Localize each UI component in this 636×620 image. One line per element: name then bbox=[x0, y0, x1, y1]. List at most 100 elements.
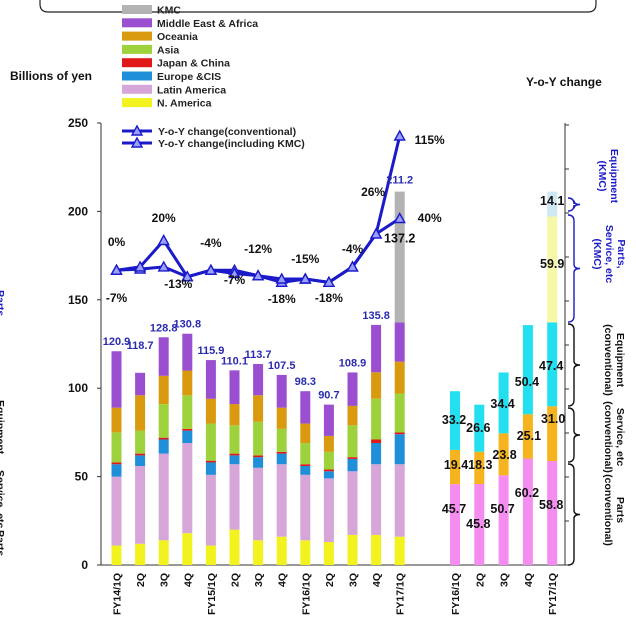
bar-segment bbox=[205, 460, 216, 463]
x-tick-label: 3Q bbox=[159, 573, 171, 587]
legend-swatch bbox=[122, 44, 152, 54]
bar-segment bbox=[522, 414, 533, 459]
legend-label: Oceania bbox=[157, 31, 198, 43]
y-axis-title: Billions of yen bbox=[10, 69, 92, 83]
bar-segment bbox=[547, 191, 558, 217]
line-marker bbox=[110, 263, 123, 275]
bar-segment bbox=[323, 435, 334, 452]
segment-label: 45.8 bbox=[466, 517, 490, 531]
total-label: 211.2 bbox=[386, 175, 413, 187]
total-label: 107.5 bbox=[268, 360, 296, 372]
total-label: 130.8 bbox=[174, 319, 202, 331]
segment-label: 26.6 bbox=[466, 421, 490, 435]
bar-segment bbox=[371, 464, 382, 535]
bar-segment bbox=[205, 545, 216, 565]
bar-segment bbox=[229, 464, 240, 530]
x-tick-label: FY15/1Q bbox=[206, 573, 218, 615]
bar-segment bbox=[300, 391, 311, 424]
line-marker bbox=[393, 129, 406, 141]
bar-segment bbox=[300, 443, 311, 465]
bar-segment bbox=[323, 469, 334, 472]
side-label: Service, etc(conventional) bbox=[602, 401, 626, 473]
bar-segment bbox=[347, 457, 358, 459]
y-tick-label: 200 bbox=[68, 204, 88, 218]
total-label: 113.7 bbox=[245, 349, 272, 361]
bar-segment bbox=[253, 467, 264, 541]
bar-segment bbox=[182, 333, 193, 371]
legend-swatch bbox=[122, 84, 152, 94]
bar-segment bbox=[347, 405, 358, 426]
bar-segment bbox=[182, 443, 193, 534]
x-tick-label: 2Q bbox=[324, 573, 336, 587]
side-label-line: (conventional) bbox=[602, 401, 614, 473]
side-label: Equipment(conventional) bbox=[602, 324, 626, 396]
bar-segment bbox=[450, 484, 460, 565]
bar-segment bbox=[205, 474, 216, 546]
side-label-line: (KMC) bbox=[596, 161, 608, 192]
brace bbox=[567, 323, 581, 407]
x-tick-label: 4Q bbox=[277, 573, 289, 587]
legend-label: Europe &CIS bbox=[157, 71, 221, 83]
side-label-line: Equipment bbox=[608, 149, 620, 204]
segment-label: 58.8 bbox=[539, 498, 563, 512]
line-marker bbox=[322, 275, 336, 287]
y-tick-label: 50 bbox=[75, 470, 89, 484]
side-label-line: Equipment bbox=[614, 333, 626, 388]
line-marker bbox=[133, 260, 147, 272]
bar-segment bbox=[300, 464, 311, 466]
x-tick-label: 3Q bbox=[348, 573, 360, 587]
segment-label: 19.4 bbox=[444, 458, 468, 472]
bar-segment bbox=[347, 372, 358, 406]
line-marker bbox=[157, 234, 170, 246]
bar-segment bbox=[547, 322, 558, 407]
bar-segment bbox=[111, 464, 122, 477]
bar-segment bbox=[300, 423, 311, 444]
total-label: 108.9 bbox=[339, 357, 367, 369]
x-tick-label: FY14/1Q bbox=[112, 573, 124, 615]
x-tick-label: 2Q bbox=[135, 573, 147, 587]
bar-segment bbox=[135, 395, 146, 431]
bar-segment bbox=[253, 421, 264, 456]
line-marker bbox=[251, 269, 265, 281]
bar-segment bbox=[111, 545, 122, 565]
brace bbox=[567, 214, 581, 323]
bar-segment bbox=[323, 542, 334, 565]
bar-segment bbox=[158, 375, 169, 405]
total-label: 120.9 bbox=[103, 336, 131, 348]
yoy-lines: Y-o-Y change(conventional)Y-o-Y change(i… bbox=[110, 124, 406, 287]
bar-segment bbox=[182, 428, 193, 431]
yoy-label: 40% bbox=[418, 211, 442, 225]
left-bars: FY14/1Q 2Q 3Q 4Q FY15/1Q 2Q 3Q 4Q FY16/1Q 2Q 3Q 4Q F… bbox=[111, 191, 407, 615]
side-label: Parts(conventional) bbox=[602, 474, 626, 546]
segment-label: 23.8 bbox=[492, 448, 516, 462]
bar-segment bbox=[205, 462, 216, 475]
bar-segment bbox=[135, 430, 146, 454]
total-label: 115.9 bbox=[197, 345, 224, 357]
bar-segment bbox=[205, 398, 216, 424]
line-legend-label: Y-o-Y change(including KMC) bbox=[158, 138, 305, 150]
bar-segment bbox=[253, 363, 264, 396]
line-marker bbox=[369, 227, 383, 239]
bar-segment bbox=[158, 540, 169, 565]
bar-segment bbox=[276, 407, 287, 429]
brace bbox=[567, 197, 581, 212]
bar-segment bbox=[323, 471, 334, 479]
x-tick-label: 4Q bbox=[523, 573, 535, 587]
bar-segment bbox=[205, 360, 216, 399]
legend-swatch bbox=[122, 98, 152, 108]
line-marker bbox=[181, 270, 194, 282]
right-bars: FY16/1Q 2Q 3Q 4Q FY17/1Q bbox=[450, 191, 559, 615]
yoy-label: 20% bbox=[152, 211, 176, 225]
bar-segment bbox=[229, 425, 240, 454]
bar-segment bbox=[135, 453, 146, 456]
bar-segment bbox=[111, 462, 122, 465]
yoy-label: -12% bbox=[244, 242, 272, 256]
bar-segment bbox=[522, 325, 533, 415]
bar-segment bbox=[205, 423, 216, 461]
segment-label: 60.2 bbox=[515, 486, 539, 500]
legend-label: Japan & China bbox=[157, 58, 230, 70]
bar-segment bbox=[498, 433, 509, 476]
bar-segment bbox=[347, 471, 358, 535]
bar-segment bbox=[547, 406, 558, 462]
